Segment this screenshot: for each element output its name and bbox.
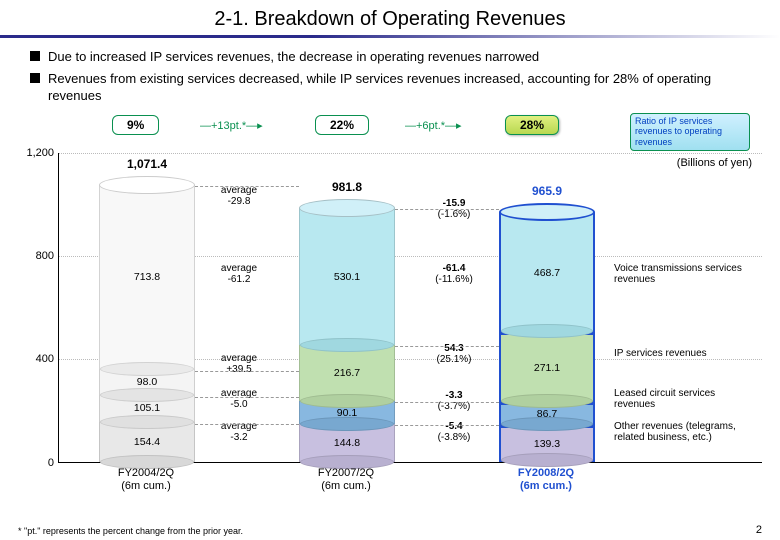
bullet-text: Due to increased IP services revenues, t… — [48, 48, 539, 66]
segment-label: 216.7 — [300, 367, 394, 379]
title-underline — [0, 35, 780, 38]
cylinder: 144.890.1216.7530.1981.8 — [299, 208, 395, 462]
segment: 530.1 — [299, 208, 395, 345]
segment: 271.1 — [499, 333, 595, 403]
ratio-box: 22% — [315, 115, 369, 135]
segment-ellipse — [100, 415, 194, 429]
ratio-box: 28% — [505, 115, 559, 135]
segment: 468.7 — [499, 212, 595, 333]
segment-ellipse — [300, 338, 394, 352]
unit-label: (Billions of yen) — [677, 157, 752, 169]
change-annotation: average+39.5 — [209, 353, 269, 376]
connector-line — [195, 186, 299, 187]
segment-label: 86.7 — [501, 408, 593, 420]
segment-ellipse — [100, 388, 194, 402]
plot: (Billions of yen) 154.4 105.1 98.0 713.8 1,0… — [58, 153, 762, 463]
series-legend: IP services revenues — [614, 348, 754, 360]
connector-line — [395, 402, 499, 403]
bullet-item: Due to increased IP services revenues, t… — [30, 48, 750, 66]
ratio-box: 9% — [112, 115, 159, 135]
ratio-legend: Ratio of IP services revenues to operati… — [630, 113, 750, 151]
x-label: FY2007/2Q(6m cum.) — [286, 467, 406, 493]
segment-label: 713.8 — [100, 271, 194, 283]
y-axis: 04008001,200 — [18, 153, 58, 463]
segment-label: 144.8 — [300, 437, 394, 449]
segment-ellipse — [300, 394, 394, 408]
bullet-item: Revenues from existing services decrease… — [30, 70, 750, 105]
segment-label: 530.1 — [300, 271, 394, 283]
connector-line — [395, 209, 499, 210]
segment: 139.3 — [499, 426, 595, 462]
ratio-arrow: —+13pt.*—▸ — [200, 119, 263, 132]
page-number: 2 — [756, 524, 762, 536]
cylinder-top — [299, 199, 395, 217]
connector-line — [395, 346, 499, 347]
segment: 216.7 — [299, 345, 395, 401]
connector-line — [195, 397, 299, 398]
y-tick: 1,200 — [26, 147, 54, 159]
cylinder-total: 965.9 — [499, 184, 595, 198]
ratio-arrow: —+6pt.*—▸ — [405, 119, 462, 132]
series-legend: Voice transmissions services revenues — [614, 263, 754, 286]
bullet-text: Revenues from existing services decrease… — [48, 70, 750, 105]
cylinder-total: 1,071.4 — [99, 157, 195, 171]
bullet-icon — [30, 73, 40, 83]
segment-label: 139.3 — [501, 438, 593, 450]
bullet-icon — [30, 51, 40, 61]
series-legend: Other revenues (telegrams, related busin… — [614, 421, 754, 444]
footnote: * "pt." represents the percent change fr… — [18, 526, 243, 536]
y-tick: 800 — [36, 250, 54, 262]
x-label: FY2008/2Q(6m cum.) — [486, 467, 606, 493]
segment-label: 98.0 — [100, 376, 194, 388]
page-title: 2-1. Breakdown of Operating Revenues — [0, 0, 780, 35]
change-annotation: average-5.0 — [209, 388, 269, 411]
y-tick: 0 — [48, 457, 54, 469]
ratio-row: Ratio of IP services revenues to operati… — [60, 115, 750, 145]
segment-label: 90.1 — [300, 407, 394, 419]
segment-label: 468.7 — [501, 267, 593, 279]
cylinder: 154.4105.198.0713.81,071.4 — [99, 185, 195, 462]
chart-area: 04008001,200 (Billions of yen) 154.4105.… — [18, 153, 762, 503]
x-axis: FY2004/2Q(6m cum.) FY2007/2Q(6m cum.) FY20… — [58, 463, 762, 503]
cylinder: 139.386.7271.1468.7965.9 — [499, 212, 595, 461]
connector-line — [395, 425, 499, 426]
connector-line — [195, 371, 299, 372]
change-annotation: average-61.2 — [209, 263, 269, 286]
segment-label: 154.4 — [100, 436, 194, 448]
cylinder-top — [99, 176, 195, 194]
segment: 713.8 — [99, 185, 195, 369]
cylinder-total: 981.8 — [299, 180, 395, 194]
bullet-list: Due to increased IP services revenues, t… — [0, 48, 780, 115]
series-legend: Leased circuit services revenues — [614, 388, 754, 411]
segment-label: 271.1 — [501, 362, 593, 374]
x-label: FY2004/2Q(6m cum.) — [86, 467, 206, 493]
connector-line — [195, 424, 299, 425]
segment-label: 105.1 — [100, 402, 194, 414]
y-tick: 400 — [36, 353, 54, 365]
delta-annotation: -61.4(-11.6%) — [419, 263, 489, 286]
change-annotation: average-29.8 — [209, 185, 269, 208]
gridline — [59, 153, 762, 154]
